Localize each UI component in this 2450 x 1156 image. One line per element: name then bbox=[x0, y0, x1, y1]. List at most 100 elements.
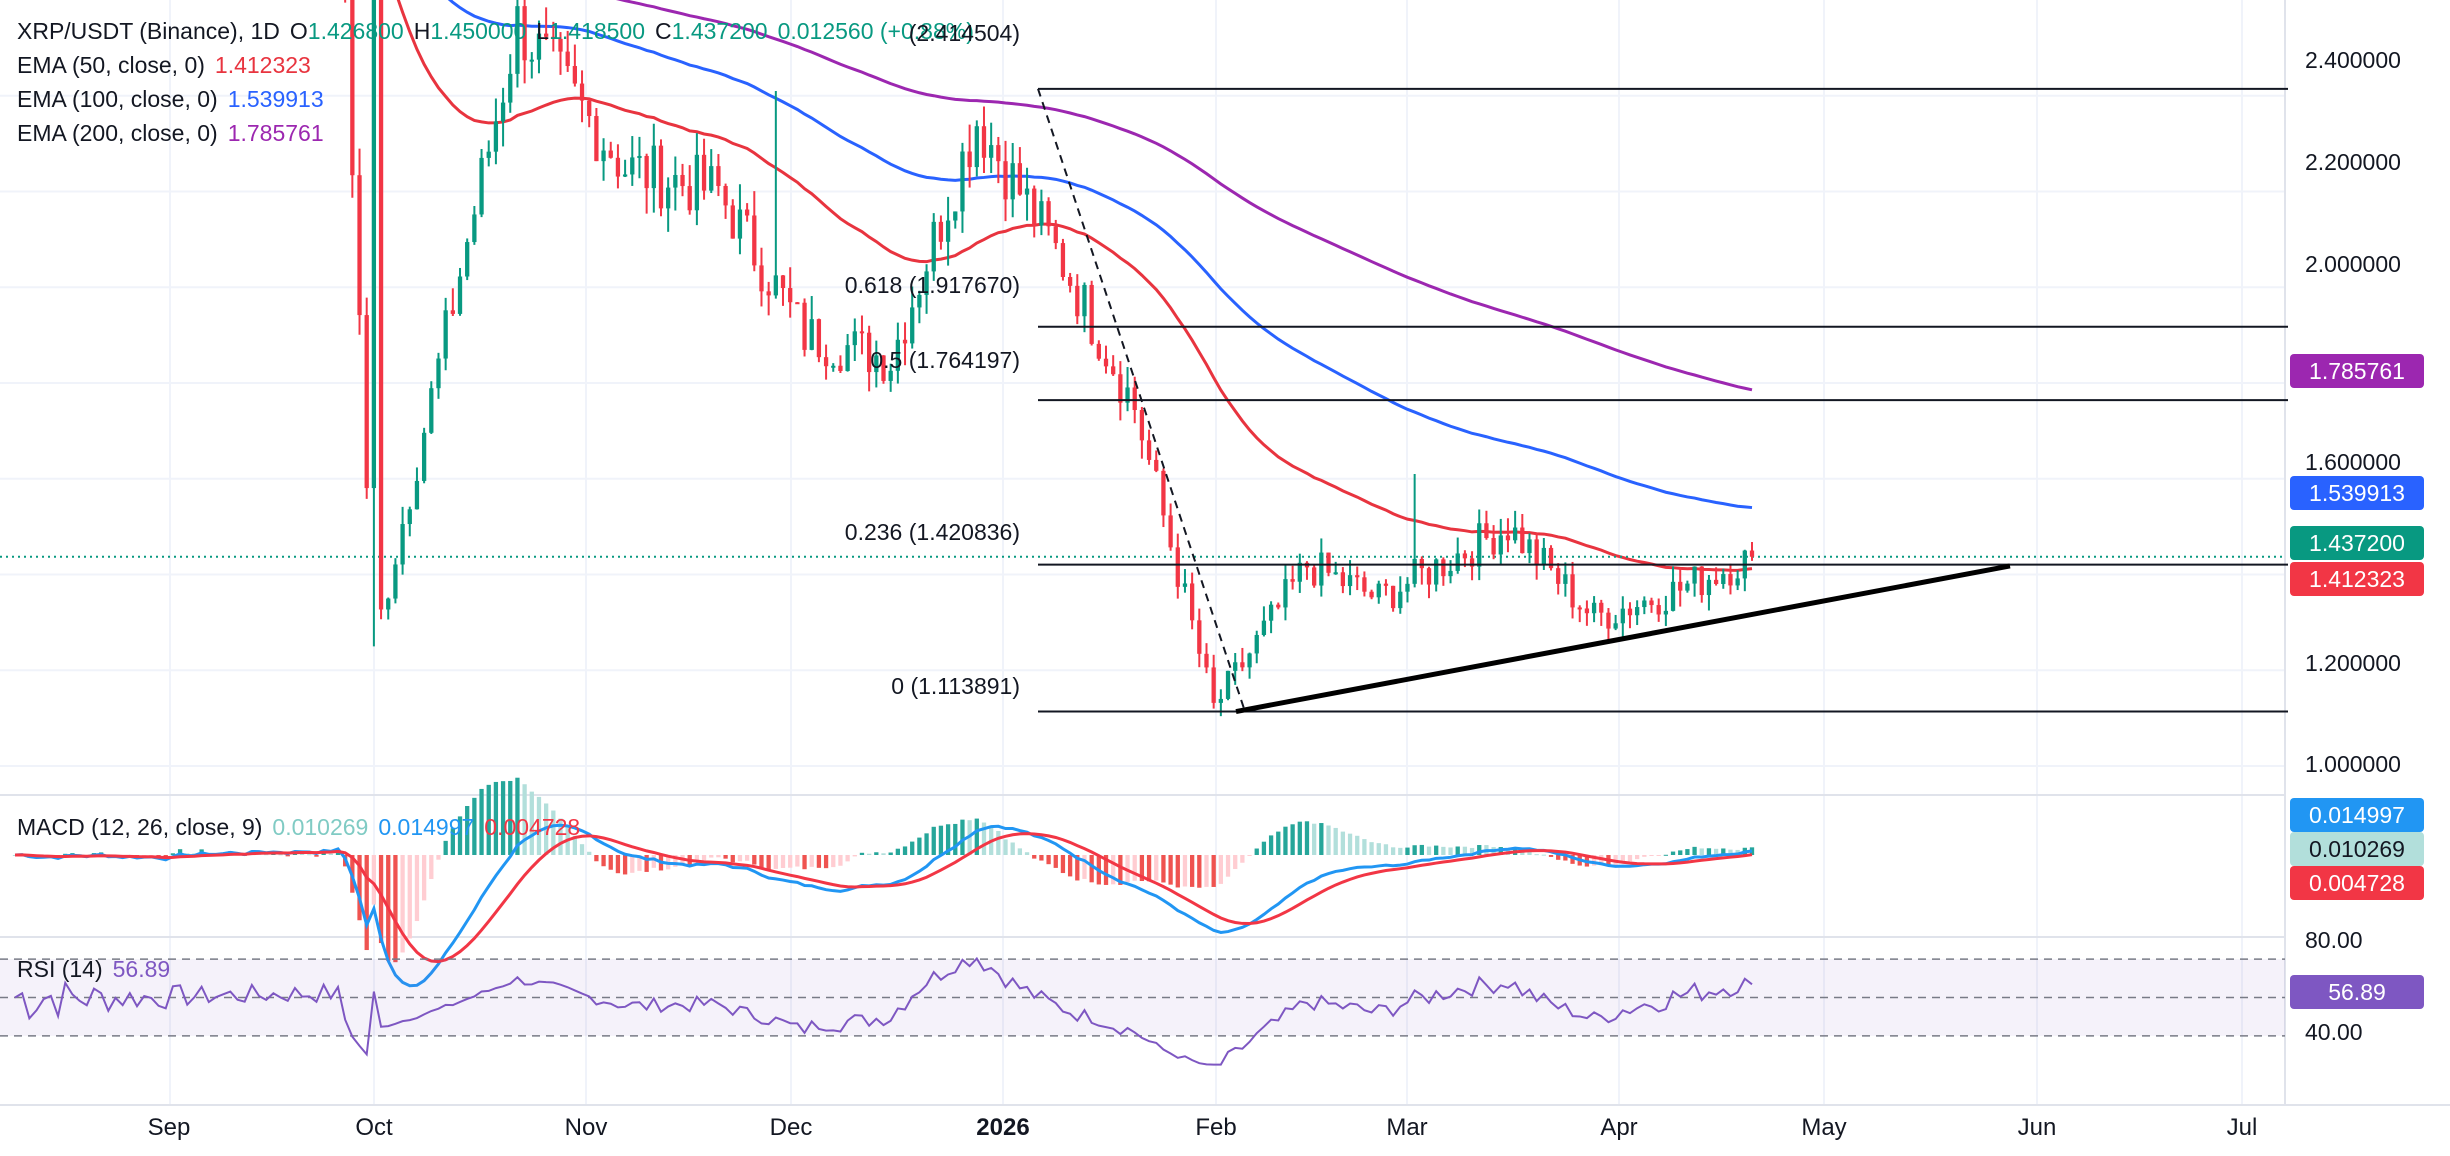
macd-histogram-bar bbox=[1075, 855, 1080, 881]
ema100-legend: EMA (100, close, 0) 1.539913 bbox=[17, 85, 334, 113]
macd-histogram-bar bbox=[421, 855, 427, 901]
candle-body bbox=[881, 355, 886, 381]
candle-body bbox=[1577, 607, 1582, 610]
macd-histogram-bar bbox=[1390, 847, 1396, 855]
candle-body bbox=[1649, 600, 1654, 606]
candle-body bbox=[1620, 608, 1625, 624]
fib-label-1: (2.414504) bbox=[908, 20, 1020, 46]
macd-histogram-bar bbox=[845, 855, 850, 862]
candle-body bbox=[407, 509, 412, 525]
symbol-legend: XRP/USDT (Binance), 1D O1.426800 H1.450000… bbox=[17, 17, 984, 45]
rsi-label: RSI (14) bbox=[17, 956, 103, 982]
candle-body bbox=[630, 157, 635, 175]
macd-histogram-bar bbox=[1434, 845, 1439, 855]
candle-body bbox=[687, 186, 692, 211]
fibonacci-retracement[interactable] bbox=[1037, 87, 2288, 713]
candle-body bbox=[1613, 623, 1618, 629]
macd-histogram-bar bbox=[1261, 841, 1267, 855]
candle-body bbox=[1161, 470, 1166, 516]
candle-body bbox=[400, 524, 405, 565]
macd-histogram-bar bbox=[1340, 831, 1346, 855]
macd-histogram-bar bbox=[823, 855, 829, 869]
candle-body bbox=[1713, 579, 1719, 584]
open-prefix: O bbox=[289, 18, 308, 44]
macd-histogram-bar bbox=[1111, 855, 1116, 885]
macd-histogram-bar bbox=[1670, 851, 1676, 855]
macd-histogram-bar bbox=[278, 854, 283, 856]
macd-histogram-bar bbox=[838, 855, 843, 866]
price-tick: 2.000000 bbox=[2305, 251, 2401, 277]
macd-histogram-bar bbox=[1082, 855, 1087, 879]
last-price-badge: 1.437200 bbox=[2290, 526, 2424, 560]
macd-histogram-bar bbox=[1024, 852, 1030, 855]
candle-body bbox=[551, 36, 556, 39]
macd-histogram-bar bbox=[766, 855, 771, 871]
macd-histogram-bar bbox=[1046, 855, 1051, 865]
candle-body bbox=[823, 357, 829, 367]
symbol-label: XRP/USDT (Binance), 1D bbox=[17, 18, 280, 44]
macd-histogram-bar bbox=[450, 828, 455, 855]
rsi-pane bbox=[0, 956, 2285, 1066]
time-label: Apr bbox=[1600, 1114, 1638, 1141]
candle-body bbox=[1563, 574, 1568, 584]
candle-body bbox=[701, 154, 707, 191]
macd-histogram-bar bbox=[1362, 839, 1367, 855]
macd-histogram-bar bbox=[1477, 845, 1482, 855]
macd-histogram-bar bbox=[1347, 833, 1353, 855]
candle-body bbox=[1075, 285, 1080, 317]
macd-histogram-bar bbox=[1685, 849, 1690, 855]
macd-histogram-bar bbox=[371, 855, 377, 905]
candle-body bbox=[378, 0, 384, 610]
candle-body bbox=[1312, 567, 1317, 586]
macd-histogram-bar bbox=[1333, 827, 1338, 855]
macd-histogram-bar bbox=[1225, 855, 1231, 877]
macd-histogram-bar bbox=[1161, 855, 1166, 883]
candle-body bbox=[680, 174, 685, 187]
macd-histogram-bar bbox=[716, 855, 721, 858]
macd-histogram-bar bbox=[902, 846, 908, 855]
macd-histogram-bar bbox=[314, 855, 319, 857]
candle-body bbox=[1749, 550, 1755, 557]
candle-body bbox=[1168, 515, 1173, 548]
change-value: 0.012560 (+0.88%) bbox=[777, 18, 974, 44]
candle-body bbox=[486, 151, 491, 158]
macd-histogram-bar bbox=[1146, 855, 1152, 882]
candle-body bbox=[752, 215, 757, 266]
macd-histogram-bar bbox=[1534, 854, 1539, 856]
macd-histogram-bar bbox=[744, 855, 750, 861]
candle-body bbox=[1570, 574, 1575, 608]
ema-lines bbox=[0, 0, 2285, 572]
macd-histogram-bar bbox=[1642, 855, 1647, 857]
trendline[interactable] bbox=[1235, 563, 2011, 714]
macd-histogram-bar bbox=[486, 784, 491, 855]
candle-body bbox=[1627, 608, 1633, 616]
macd-histogram-bar bbox=[1118, 855, 1123, 885]
ema50-price-badge: 1.412323 bbox=[2290, 562, 2424, 596]
candle-body bbox=[1017, 163, 1023, 195]
macd-histogram-bar bbox=[1441, 846, 1446, 855]
candle-body bbox=[1383, 583, 1389, 586]
macd-histogram-bar bbox=[1706, 848, 1712, 855]
candle-body bbox=[393, 564, 398, 599]
candle-body bbox=[1376, 583, 1381, 598]
price-tick: 1.200000 bbox=[2305, 650, 2401, 676]
candle-body bbox=[1426, 568, 1432, 585]
macd-histogram-bar bbox=[493, 781, 499, 855]
ema100-value: 1.539913 bbox=[227, 86, 324, 112]
candle-body bbox=[1240, 662, 1245, 668]
candle-body bbox=[1491, 538, 1496, 555]
candle-body bbox=[1154, 459, 1159, 471]
candle-body bbox=[673, 174, 678, 188]
macd-histogram-bar bbox=[443, 840, 448, 855]
macd-histogram-bar bbox=[500, 781, 506, 855]
macd-histogram-bar bbox=[328, 853, 333, 855]
macd-histogram-bar bbox=[1053, 855, 1058, 868]
macd-histogram-bar bbox=[1132, 855, 1137, 881]
candle-body bbox=[730, 205, 735, 239]
candle-body bbox=[859, 331, 865, 334]
candle-body bbox=[1419, 558, 1424, 569]
macd-histogram-bar bbox=[1556, 855, 1561, 860]
macd-histogram-bar bbox=[1563, 855, 1568, 861]
candle-body bbox=[1225, 670, 1231, 699]
